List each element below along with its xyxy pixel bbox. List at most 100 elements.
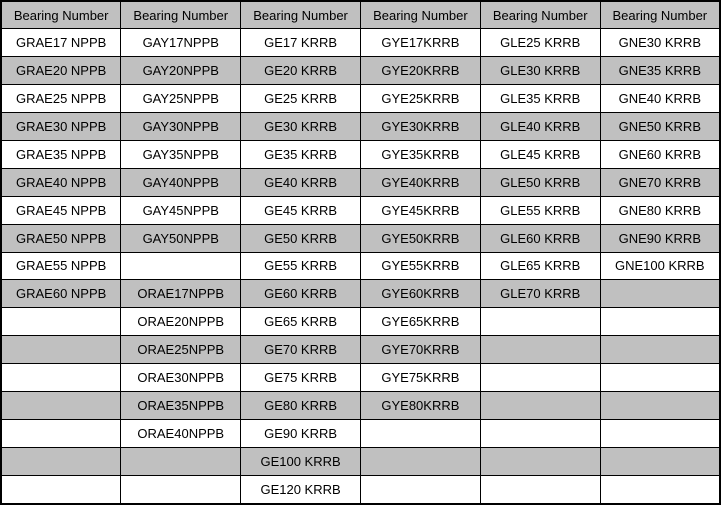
table-row: ORAE30NPPB GE75 KRRB GYE75KRRB [0, 363, 721, 393]
table-cell [120, 447, 242, 476]
table-cell [599, 307, 721, 337]
table-row: GE100 KRRB [0, 447, 721, 476]
table-row: ORAE20NPPB GE65 KRRB GYE65KRRB [0, 307, 721, 337]
table-cell [359, 447, 481, 476]
table-cell [479, 307, 601, 337]
table-cell [479, 363, 601, 393]
table-cell: GNE50 KRRB [599, 111, 721, 141]
table-cell: GYE55KRRB [359, 251, 481, 281]
table-cell: GE100 KRRB [240, 447, 361, 476]
table-cell: GE25 KRRB [240, 83, 361, 113]
table-row: GE120 KRRB [0, 475, 721, 505]
table-cell [359, 475, 481, 505]
table-cell: GNE60 KRRB [599, 139, 721, 169]
table-row: ORAE40NPPB GE90 KRRB [0, 419, 721, 449]
table-cell: GYE17KRRB [359, 28, 481, 57]
table-cell [120, 475, 242, 505]
table-cell: GLE55 KRRB [479, 195, 601, 225]
table-cell: GYE30KRRB [359, 111, 481, 141]
table-body: GRAE17 NPPB GAY17NPPB GE17 KRRB GYE17KRRB GL… [0, 28, 721, 505]
header-cell: Bearing Number [599, 0, 721, 29]
table-cell [0, 475, 122, 505]
header-cell: Bearing Number [479, 0, 601, 29]
table-cell: GNE40 KRRB [599, 83, 721, 113]
table-row: GRAE20 NPPB GAY20NPPB GE20 KRRB GYE20KRRB GL… [0, 55, 721, 85]
table-cell: GYE40KRRB [359, 167, 481, 197]
table-row: GRAE35 NPPB GAY35NPPB GE35 KRRB GYE35KRRB GL… [0, 139, 721, 169]
table-cell: GE40 KRRB [240, 167, 361, 197]
table-cell [599, 279, 721, 309]
table-cell: ORAE25NPPB [120, 335, 242, 365]
table-cell [479, 447, 601, 476]
header-cell: Bearing Number [359, 0, 481, 29]
table-cell [0, 419, 122, 449]
table-cell: GAY25NPPB [120, 83, 242, 113]
table-cell: GRAE40 NPPB [0, 167, 122, 197]
table-cell [0, 447, 122, 476]
table-cell: GYE20KRRB [359, 55, 481, 85]
table-cell: GE75 KRRB [240, 363, 361, 393]
header-cell: Bearing Number [0, 0, 122, 29]
table-cell [120, 251, 242, 281]
table-cell: GYE50KRRB [359, 223, 481, 253]
table-header: Bearing Number Bearing Number Bearing Numb… [0, 0, 721, 29]
table-cell: GE80 KRRB [240, 391, 361, 421]
table-cell: GE120 KRRB [240, 475, 361, 505]
table-row: GRAE40 NPPB GAY40NPPB GE40 KRRB GYE40KRRB GL… [0, 167, 721, 197]
table-cell: GE50 KRRB [240, 223, 361, 253]
table-cell: GYE75KRRB [359, 363, 481, 393]
table-cell: GNE35 KRRB [599, 55, 721, 85]
table-cell: GYE35KRRB [359, 139, 481, 169]
table-cell [599, 447, 721, 476]
table-cell [479, 391, 601, 421]
table-cell: GE65 KRRB [240, 307, 361, 337]
table-cell: GRAE60 NPPB [0, 279, 122, 309]
table-cell: GAY45NPPB [120, 195, 242, 225]
header-cell: Bearing Number [120, 0, 242, 29]
header-row: Bearing Number Bearing Number Bearing Numb… [0, 0, 721, 29]
table-cell: GYE45KRRB [359, 195, 481, 225]
table-cell [0, 307, 122, 337]
table-cell [479, 335, 601, 365]
table-cell: GE90 KRRB [240, 419, 361, 449]
table-cell: GNE70 KRRB [599, 167, 721, 197]
table-cell: GE70 KRRB [240, 335, 361, 365]
table-row: ORAE25NPPB GE70 KRRB GYE70KRRB [0, 335, 721, 365]
table-cell: GRAE45 NPPB [0, 195, 122, 225]
table-cell: GLE50 KRRB [479, 167, 601, 197]
table-cell: GRAE50 NPPB [0, 223, 122, 253]
table-cell: GYE60KRRB [359, 279, 481, 309]
table-cell: GE30 KRRB [240, 111, 361, 141]
table-cell: GRAE55 NPPB [0, 251, 122, 281]
table-cell: GRAE30 NPPB [0, 111, 122, 141]
table-cell: GRAE20 NPPB [0, 55, 122, 85]
table-row: GRAE30 NPPB GAY30NPPB GE30 KRRB GYE30KRRB GL… [0, 111, 721, 141]
table-cell: GNE100 KRRB [599, 251, 721, 281]
table-cell: GRAE35 NPPB [0, 139, 122, 169]
table-cell: GRAE25 NPPB [0, 83, 122, 113]
table-cell [599, 335, 721, 365]
table-cell: GNE80 KRRB [599, 195, 721, 225]
table-cell: GE60 KRRB [240, 279, 361, 309]
table-cell: GLE35 KRRB [479, 83, 601, 113]
table-cell: GAY30NPPB [120, 111, 242, 141]
table-cell: GAY20NPPB [120, 55, 242, 85]
table-cell: ORAE30NPPB [120, 363, 242, 393]
table-cell: GE45 KRRB [240, 195, 361, 225]
table-cell [599, 363, 721, 393]
table-row: GRAE50 NPPB GAY50NPPB GE50 KRRB GYE50KRRB GL… [0, 223, 721, 253]
table-cell: GYE70KRRB [359, 335, 481, 365]
table-cell: GAY40NPPB [120, 167, 242, 197]
table-cell: GLE70 KRRB [479, 279, 601, 309]
table-cell: ORAE40NPPB [120, 419, 242, 449]
table-cell: GE17 KRRB [240, 28, 361, 57]
table-cell [0, 335, 122, 365]
table-cell [599, 475, 721, 505]
table-cell: GNE90 KRRB [599, 223, 721, 253]
table-cell [479, 419, 601, 449]
table-cell: GYE80KRRB [359, 391, 481, 421]
table-row: GRAE55 NPPB GE55 KRRB GYE55KRRB GLE65 KRRB G… [0, 251, 721, 281]
table-cell [479, 475, 601, 505]
table-cell: GLE40 KRRB [479, 111, 601, 141]
